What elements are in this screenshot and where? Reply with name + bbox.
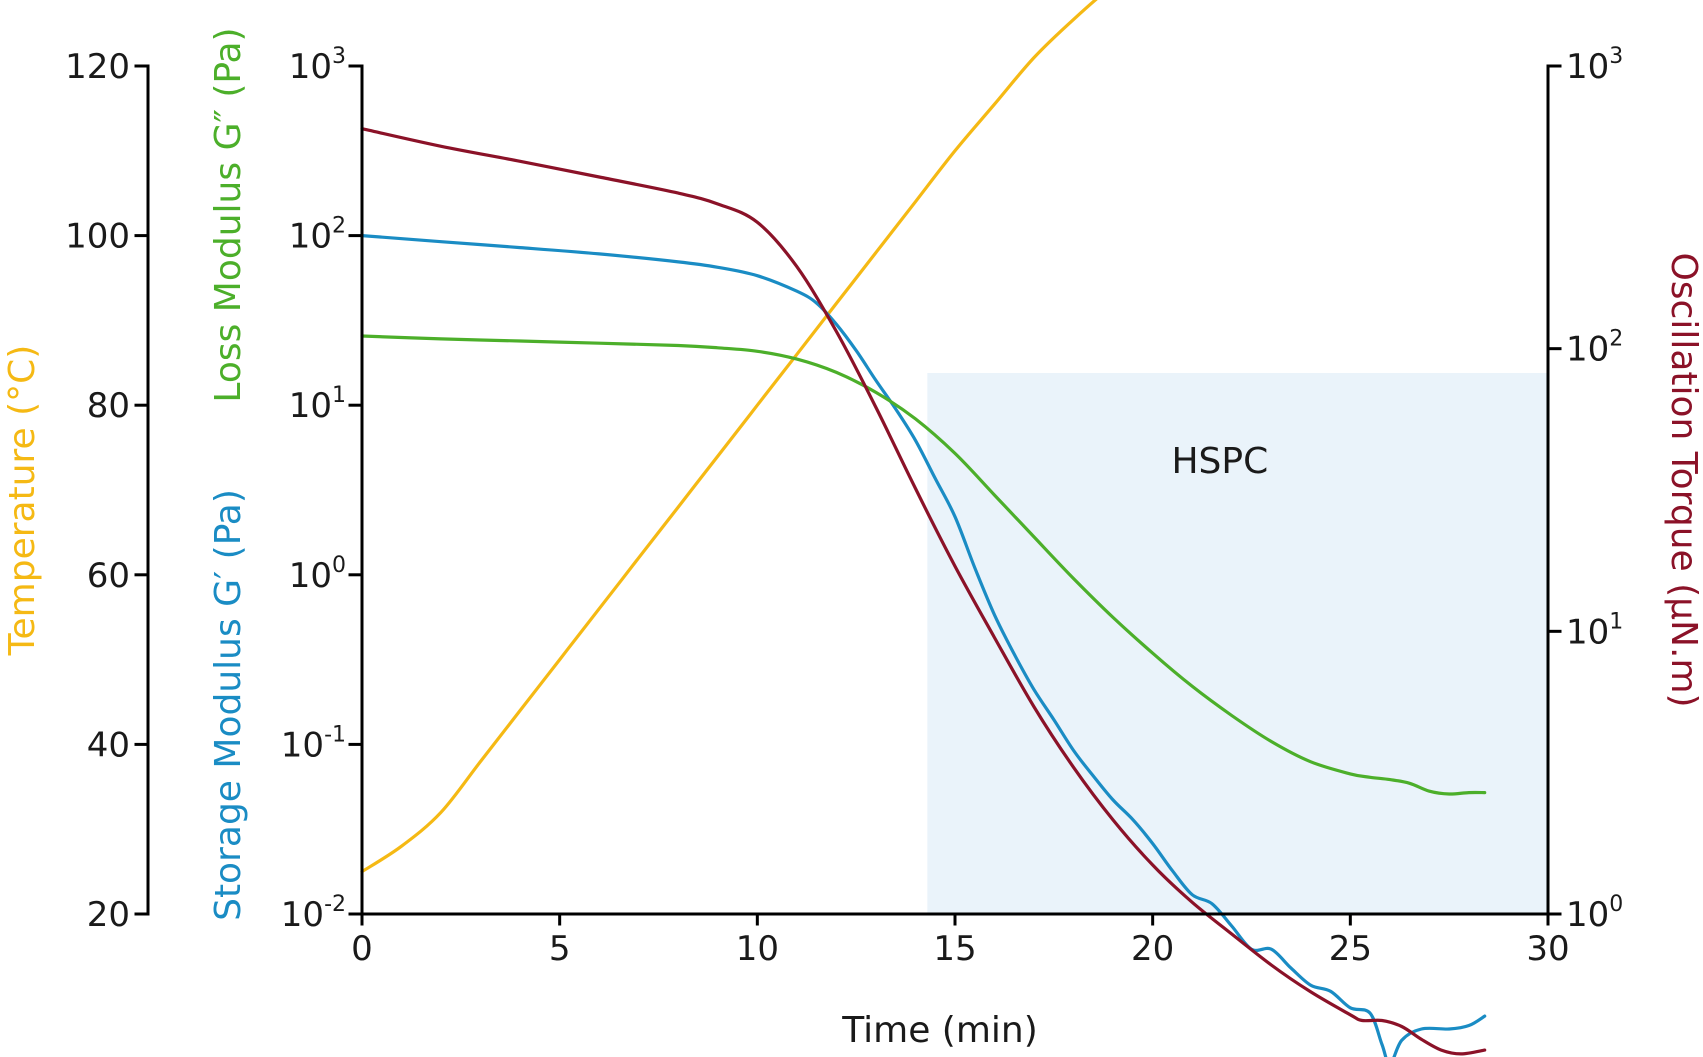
x-tick-label: 10: [736, 929, 779, 969]
storage-modulus-axis-title: Storage Modulus G′ (Pa): [208, 489, 249, 921]
modulus-tick-label: 100: [289, 553, 346, 596]
temperature-tick-label: 40: [87, 725, 130, 765]
x-tick-label: 25: [1329, 929, 1372, 969]
modulus-tick-label: 101: [289, 383, 346, 426]
temperature-axis-title: Temperature (°C): [2, 345, 43, 657]
temperature-tick-label: 80: [87, 386, 130, 426]
temperature-tick-label: 20: [87, 895, 130, 935]
torque-tick-label: 103: [1566, 44, 1623, 87]
hspc-region: [927, 373, 1548, 914]
x-tick-label: 20: [1131, 929, 1174, 969]
modulus-tick-label: 103: [289, 44, 346, 87]
torque-tick-label: 102: [1566, 327, 1623, 370]
x-tick-label: 0: [351, 929, 373, 969]
x-tick-label: 30: [1526, 929, 1569, 969]
series-layer: [360, 0, 1487, 1057]
x-tick-label: 5: [549, 929, 571, 969]
modulus-tick-label: 102: [289, 214, 346, 257]
hspc-label: HSPC: [1171, 441, 1268, 482]
temperature-line: [360, 0, 1098, 874]
modulus-tick-label: 10-1: [281, 722, 346, 765]
x-axis-title: Time (min): [841, 1010, 1038, 1051]
torque-axis-title: Oscillation Torque (µN.m): [1663, 252, 1703, 707]
torque-tick-label: 100: [1566, 892, 1623, 935]
temperature-tick-label: 60: [87, 556, 130, 596]
oscillation-torque-line: [360, 127, 1487, 1056]
modulus-tick-label: 10-2: [281, 892, 346, 935]
loss-modulus-axis-title: Loss Modulus G″ (Pa): [208, 27, 249, 402]
axes-layer: 0 5 10 15 20 25 30 20 40 60 80 100 120 10-2 10-1 100 101…: [65, 44, 1623, 969]
temperature-tick-label: 100: [65, 217, 130, 257]
storage-modulus-line: [360, 234, 1487, 1057]
torque-tick-label: 101: [1566, 609, 1623, 652]
x-tick-label: 15: [933, 929, 976, 969]
temperature-tick-label: 120: [65, 47, 130, 87]
loss-modulus-line: [360, 334, 1487, 796]
